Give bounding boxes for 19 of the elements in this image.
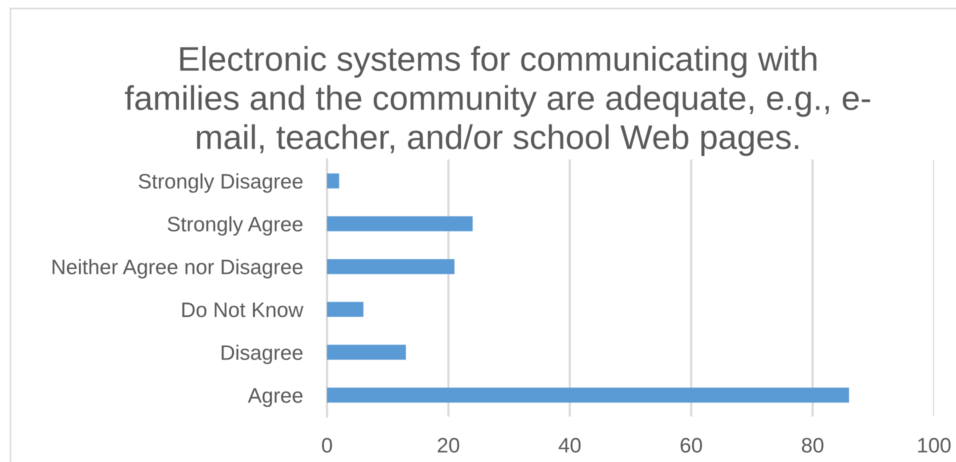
y-tick-label: Agree bbox=[248, 388, 302, 407]
x-tick-label: 100 bbox=[918, 438, 951, 453]
y-tick-label: Strongly Disagree bbox=[138, 173, 302, 193]
bar bbox=[327, 388, 850, 403]
bar bbox=[327, 173, 340, 188]
x-tick-label: 20 bbox=[438, 438, 460, 453]
x-tick-label: 80 bbox=[802, 438, 824, 453]
bar bbox=[327, 259, 454, 274]
y-tick-label: Neither Agree nor Disagree bbox=[52, 259, 302, 278]
bar bbox=[327, 302, 364, 317]
y-tick-label: Disagree bbox=[222, 344, 302, 364]
bar bbox=[327, 344, 406, 360]
x-tick-label: 60 bbox=[680, 438, 702, 453]
bar bbox=[327, 216, 473, 232]
x-tick-label: 0 bbox=[322, 438, 332, 453]
chart-title: Electronic systems for communicating with families and the community are adequate, e.g., e- mail, teacher, and/or school Web pages. bbox=[124, 46, 870, 156]
x-tick-label: 40 bbox=[558, 438, 581, 453]
y-tick-label: Do Not Know bbox=[182, 302, 304, 318]
y-tick-label: Strongly Agree bbox=[168, 216, 302, 236]
